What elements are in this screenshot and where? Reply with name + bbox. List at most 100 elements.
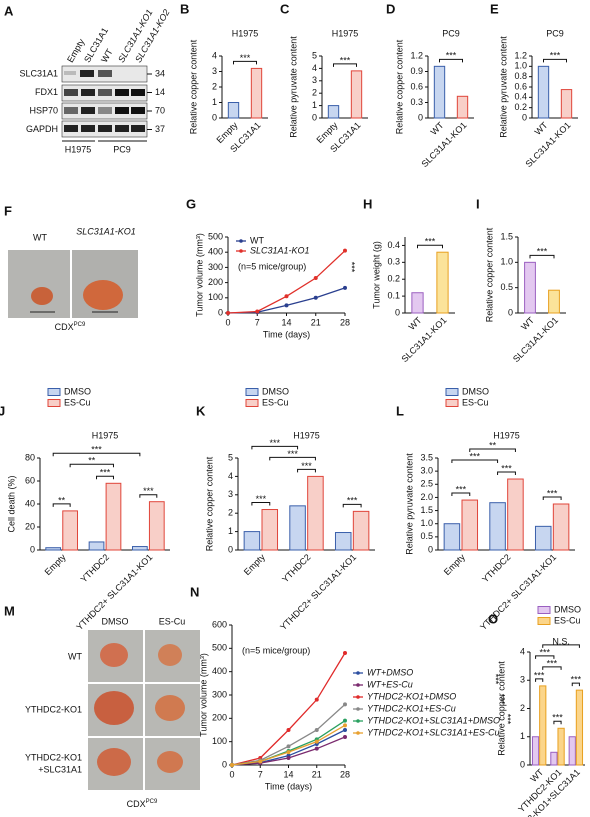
significance-label: *** xyxy=(143,486,154,496)
point xyxy=(284,294,289,299)
y-tick-label: 4 xyxy=(520,646,525,656)
y-tick-label: 0.5 xyxy=(420,531,433,541)
y-tick-label: 400 xyxy=(212,666,227,676)
point xyxy=(286,728,291,732)
bar xyxy=(550,751,558,766)
kda-label: 37 xyxy=(155,124,165,134)
significance-bracket xyxy=(251,502,271,506)
point xyxy=(343,702,347,707)
bar xyxy=(524,261,536,314)
y-tick-label: 0.3 xyxy=(387,257,400,267)
row-label: +SLC31A1 xyxy=(38,764,82,774)
bar xyxy=(534,525,552,551)
legend-marker xyxy=(356,671,360,675)
significance-bracket xyxy=(417,244,443,249)
legend-label: YTHDC2-KO1+DMSO xyxy=(367,691,456,701)
point xyxy=(343,248,347,253)
point xyxy=(258,759,263,764)
legend-swatch xyxy=(537,617,551,625)
x-tick-label: SLC31A1-KO1 xyxy=(399,315,448,364)
bar xyxy=(537,65,550,119)
bar xyxy=(568,736,576,766)
point xyxy=(313,295,318,300)
y-tick-label: 1.0 xyxy=(420,518,433,528)
panel-letter: L xyxy=(396,403,404,418)
bar xyxy=(548,289,560,314)
legend-label: YTHDC2-KO1+ES-Cu xyxy=(367,703,456,713)
y-tick-label: 1.2 xyxy=(410,50,423,60)
bar xyxy=(575,689,584,766)
point xyxy=(313,276,318,281)
x-tick-label: 0 xyxy=(229,769,234,779)
row-label: FDX1 xyxy=(35,87,58,97)
y-tick-label: 0 xyxy=(520,759,525,769)
lane-label: WT xyxy=(99,47,115,65)
significance-label: *** xyxy=(550,51,561,61)
x-tick-label: 7 xyxy=(255,317,260,327)
significance-label: *** xyxy=(347,496,358,506)
y-axis-title: Tumor volume (mm³) xyxy=(198,653,208,737)
x-tick-label: WT xyxy=(533,120,550,137)
legend-swatch xyxy=(47,399,61,407)
significance-bracket xyxy=(543,58,567,63)
bar xyxy=(62,510,79,551)
x-tick-label: 7 xyxy=(258,769,263,779)
significance-bracket xyxy=(542,666,562,670)
x-tick-label: Empty xyxy=(43,552,68,577)
point xyxy=(284,303,289,308)
y-tick-label: 300 xyxy=(208,262,223,272)
legend-label: SLC31A1-KO1 xyxy=(250,245,310,255)
series-line xyxy=(227,287,346,314)
chart-title: H1975 xyxy=(232,28,259,38)
point xyxy=(343,728,347,732)
bar xyxy=(552,503,570,551)
y-tick-label: 0 xyxy=(418,112,423,122)
chart-title: H1975 xyxy=(493,430,520,440)
y-tick-label: 400 xyxy=(208,247,223,257)
x-tick-label: Empty xyxy=(242,552,267,577)
significance-bracket xyxy=(297,468,316,473)
x-tick-label: WT xyxy=(407,315,424,332)
y-tick-label: 100 xyxy=(208,292,223,302)
bar xyxy=(289,505,306,551)
significance-bracket xyxy=(269,456,316,461)
point xyxy=(343,718,347,723)
row-label: HSP70 xyxy=(29,105,58,115)
y-axis-title: Relative copper content xyxy=(394,39,404,134)
legend-swatch xyxy=(245,399,259,407)
legend-marker xyxy=(356,731,360,735)
y-tick-label: 1 xyxy=(312,100,317,110)
photo-caption: CDXPC9 xyxy=(55,322,86,333)
row-label: YTHDC2-KO1 xyxy=(25,704,82,714)
y-tick-label: 3 xyxy=(212,66,217,76)
chart: D PC9 Relative copper content 0 0.3 0.6 0.9 1.2… xyxy=(386,1,474,169)
y-tick-label: 1.2 xyxy=(514,50,527,60)
legend-swatch xyxy=(537,606,551,614)
panel-letter: M xyxy=(4,603,15,618)
y-tick-label: 0.4 xyxy=(514,92,527,102)
significance-bracket xyxy=(451,459,499,464)
panel-letter: H xyxy=(363,196,372,211)
legend-label: ES-Cu xyxy=(64,397,91,407)
significance-bracket xyxy=(69,463,114,468)
y-tick-label: 1.5 xyxy=(500,231,513,241)
y-axis-title: Relative copper content xyxy=(496,661,506,756)
significance-label: *** xyxy=(547,658,558,668)
point xyxy=(286,750,291,755)
y-tick-label: 2 xyxy=(212,81,217,91)
point xyxy=(314,728,319,732)
x-tick-label: YTHDC2 xyxy=(280,552,313,585)
bar xyxy=(131,546,148,551)
x-tick-label: YTHDC2+ SLC31A1-KO1 xyxy=(278,552,358,632)
group-label: PC9 xyxy=(113,144,131,154)
x-axis-title: Time (days) xyxy=(263,329,310,339)
significance-bracket xyxy=(553,720,562,725)
x-tick-label: 0 xyxy=(225,317,230,327)
significance-label: *** xyxy=(469,451,480,461)
kda-label: 14 xyxy=(155,87,165,97)
kda-label: 70 xyxy=(155,105,165,115)
y-axis-title: Relative pyruvate content xyxy=(404,453,414,555)
significance-bracket xyxy=(439,58,463,63)
significance-bracket xyxy=(542,496,562,500)
